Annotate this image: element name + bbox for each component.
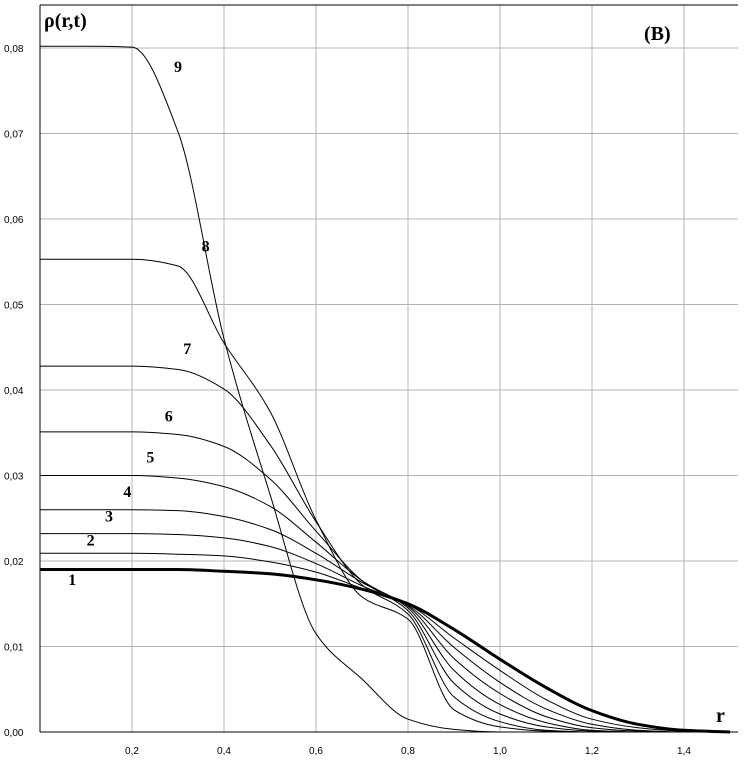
x-tick-label: 0,8 [401,746,415,757]
x-tick-label: 1,0 [493,746,507,757]
y-tick-label: 0,05 [4,301,24,312]
y-tick-label: 0,00 [4,728,24,739]
curve-label-6: 6 [165,409,173,426]
y-tick-label: 0,02 [4,557,24,568]
x-tick-label: 1,4 [677,746,691,757]
y-tick-label: 0,07 [4,130,24,141]
y-tick-label: 0,04 [4,386,24,397]
x-tick-label: 0,4 [217,746,231,757]
y-tick-label: 0,03 [4,472,24,483]
y-axis-title: ρ(r,t) [44,10,87,32]
panel-label: (B) [644,23,671,45]
y-tick-label: 0,06 [4,215,24,226]
curve-label-8: 8 [202,238,210,255]
curve-label-5: 5 [146,450,154,467]
curve-label-3: 3 [105,509,113,526]
y-tick-label: 0,01 [4,643,24,654]
curve-2 [40,552,731,733]
x-tick-label: 0,6 [309,746,323,757]
curve-label-1: 1 [68,572,76,589]
curve-label-2: 2 [87,533,95,550]
x-tick-label: 0,2 [125,746,139,757]
curve-label-9: 9 [174,59,182,76]
grid [40,5,738,732]
curve-label-4: 4 [123,484,131,501]
curve-label-7: 7 [183,341,191,358]
tick-labels: 0,2 0,4 0,6 0,8 1,0 1,2 1,4 0,00 0,01 0,02 0,03 0,0… [4,44,691,757]
x-axis-title: r [716,705,725,727]
x-tick-label: 1,2 [585,746,599,757]
y-tick-label: 0,08 [4,44,24,55]
